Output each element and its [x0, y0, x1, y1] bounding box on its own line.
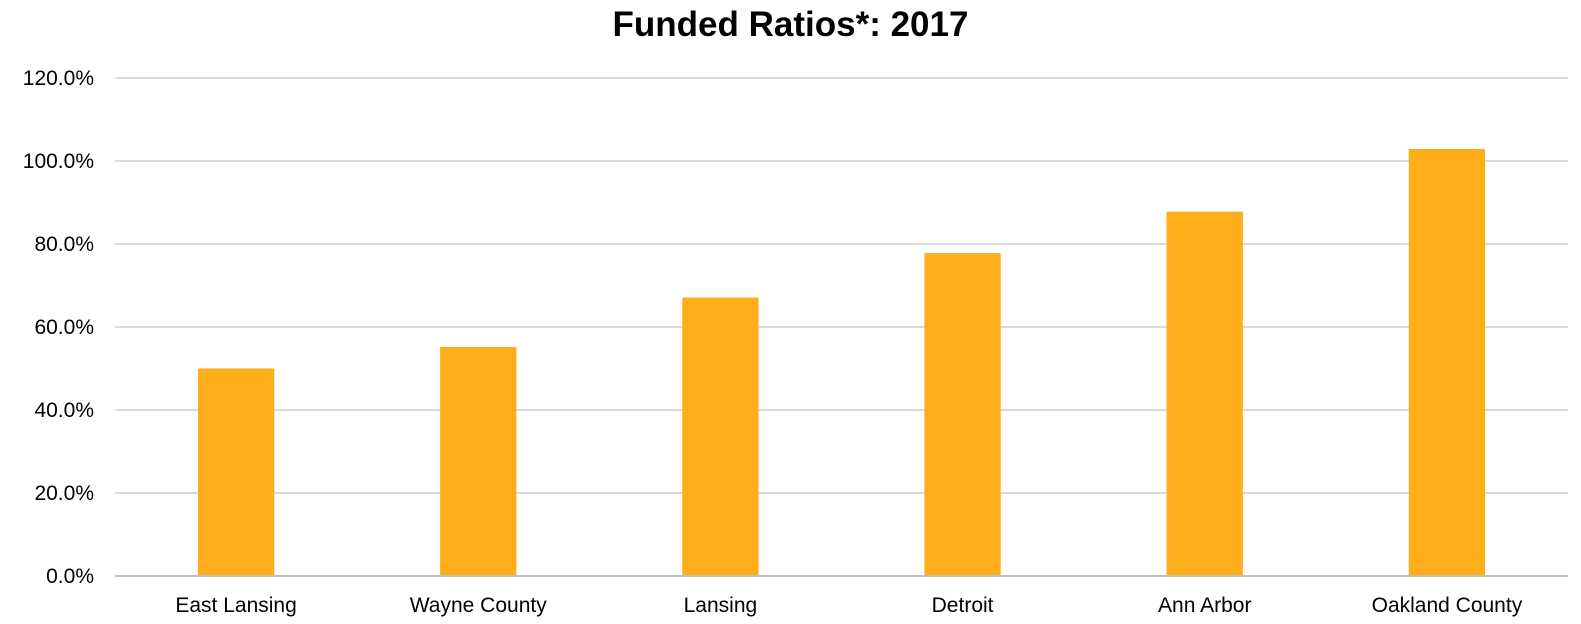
bar	[682, 297, 759, 576]
x-category-label: Wayne County	[410, 594, 547, 617]
bar	[197, 368, 275, 576]
bar	[1408, 148, 1486, 576]
x-category-label: Oakland County	[1372, 594, 1523, 617]
chart-title: Funded Ratios*: 2017	[612, 5, 969, 44]
y-tick-label: 20.0%	[34, 482, 94, 505]
y-tick-label: 120.0%	[23, 67, 94, 90]
x-axis-category-labels: East Lansing Wayne County Lansing Detroit An…	[175, 594, 1522, 617]
bar	[924, 253, 1001, 576]
bars	[197, 148, 1486, 576]
x-category-label: Detroit	[932, 594, 994, 617]
x-category-label: Lansing	[684, 594, 758, 617]
gridlines	[115, 77, 1568, 494]
y-tick-label: 0.0%	[46, 565, 94, 588]
bar	[440, 346, 517, 576]
y-tick-label: 80.0%	[34, 233, 94, 256]
bar	[1166, 211, 1243, 576]
x-category-label: East Lansing	[175, 594, 296, 617]
y-tick-label: 100.0%	[23, 150, 94, 173]
y-axis-tick-labels: 0.0% 20.0% 40.0% 60.0% 80.0% 100.0% 120.0%	[23, 67, 94, 588]
y-tick-label: 60.0%	[34, 316, 94, 339]
y-tick-label: 40.0%	[34, 399, 94, 422]
x-category-label: Ann Arbor	[1158, 594, 1251, 617]
